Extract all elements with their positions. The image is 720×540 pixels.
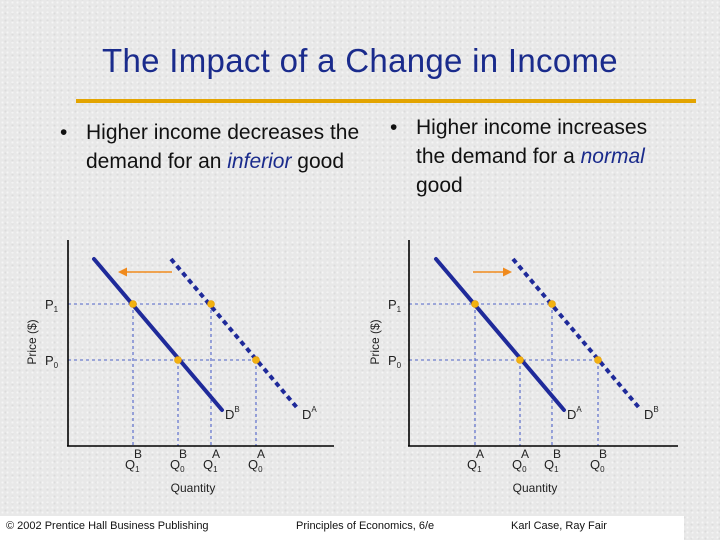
bullet-dot: • <box>390 116 398 139</box>
x-axis-label: Quantity <box>513 481 558 495</box>
left-bullet-body: Higher income decreases the demand for a… <box>60 118 360 176</box>
p1-label: P1 <box>388 297 402 314</box>
right-bullet-pre: Higher income increases the demand for a <box>416 116 648 168</box>
q-tick-label: Q0 <box>248 457 263 474</box>
equilibrium-point <box>471 300 479 308</box>
left-bullet-emph: inferior <box>227 150 292 173</box>
equilibrium-point <box>207 300 215 308</box>
equilibrium-point <box>516 356 524 364</box>
q-tick-sup: A <box>212 447 220 461</box>
q-labels: Q1 A Q0 A Q1 B Q0 B <box>467 447 607 474</box>
right-bullet-emph: normal <box>580 145 645 168</box>
left-bullet-post: good <box>291 150 345 173</box>
demand-curve-da <box>169 257 301 412</box>
q-tick-label: Q0 <box>590 457 605 474</box>
demand-curve-db <box>92 257 224 412</box>
slide-title: The Impact of a Change in Income <box>102 42 618 79</box>
right-bullet-post: good <box>416 174 463 197</box>
demand-curve-db <box>511 257 643 412</box>
demand-curve-da <box>434 257 566 412</box>
q-tick-label: Q1 <box>467 457 482 474</box>
q-tick-label: Q1 <box>125 457 140 474</box>
equilibrium-point <box>548 300 556 308</box>
equilibrium-point <box>252 356 260 364</box>
q-tick-label: Q0 <box>512 457 527 474</box>
footer-authors: Karl Case, Ray Fair <box>511 520 607 532</box>
equilibrium-point <box>174 356 182 364</box>
q-tick-label: Q1 <box>203 457 218 474</box>
p1-label: P1 <box>45 297 59 314</box>
x-axis-label: Quantity <box>171 481 216 495</box>
right-bullet-body: Higher income increases the demand for a… <box>390 113 680 200</box>
footer-copyright: © 2002 Prentice Hall Business Publishing <box>6 520 209 532</box>
p0-label: P0 <box>45 353 59 370</box>
title-underline <box>76 99 696 103</box>
y-axis-label: Price ($) <box>25 319 39 364</box>
da-curve-label: DA <box>302 405 317 422</box>
q-tick-label: Q1 <box>544 457 559 474</box>
q-tick-label: Q0 <box>170 457 185 474</box>
bullet-dot: • <box>60 121 68 144</box>
equilibrium-point <box>594 356 602 364</box>
q-tick-sup: B <box>179 447 187 461</box>
da-curve-label: DA <box>567 405 582 422</box>
q-tick-sup: B <box>599 447 607 461</box>
q-labels: Q1 B Q0 B Q1 A Q0 A <box>125 447 265 474</box>
equilibrium-point <box>129 300 137 308</box>
shift-left-arrow <box>118 267 172 277</box>
db-curve-label: DB <box>644 405 659 422</box>
footer-bar <box>0 516 684 540</box>
left-bullet-text: • Higher income decreases the demand for… <box>60 118 360 176</box>
p0-label: P0 <box>388 353 402 370</box>
left-bullet-pre: Higher income decreases the demand for a… <box>86 121 360 173</box>
q-tick-sup: A <box>257 447 265 461</box>
right-bullet-text: • Higher income increases the demand for… <box>390 113 680 200</box>
q-tick-sup: A <box>476 447 484 461</box>
db-curve-label: DB <box>225 405 240 422</box>
q-tick-sup: B <box>553 447 561 461</box>
q-tick-sup: B <box>134 447 142 461</box>
q-tick-sup: A <box>521 447 529 461</box>
y-axis-label: Price ($) <box>368 319 382 364</box>
shift-right-arrow <box>473 267 512 277</box>
footer-book-title: Principles of Economics, 6/e <box>296 520 435 532</box>
